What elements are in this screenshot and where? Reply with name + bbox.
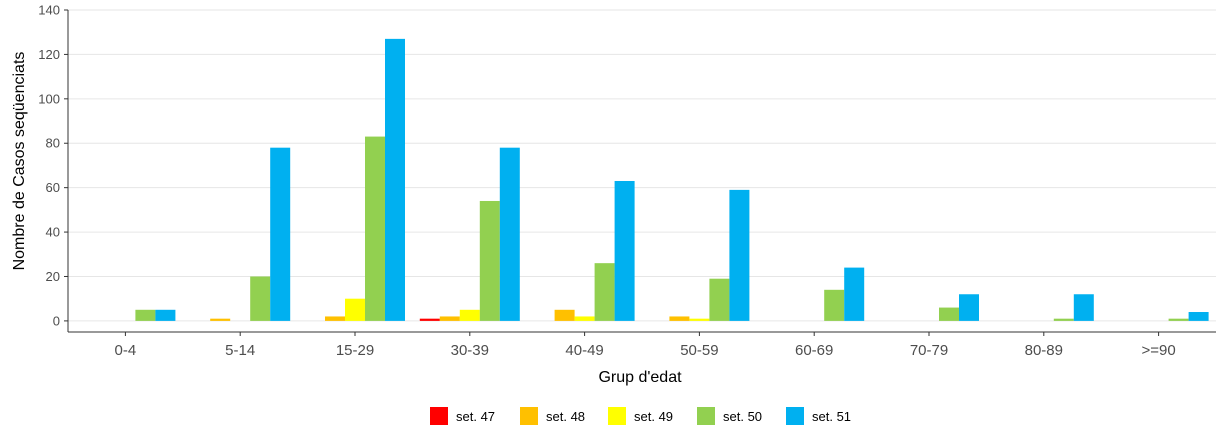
bar-set-51-70-79 <box>959 294 979 321</box>
bar-set-50-15-29 <box>365 136 385 321</box>
x-tick-label: 5-14 <box>225 342 255 359</box>
y-tick-label: 140 <box>38 3 60 18</box>
y-tick-label: 0 <box>53 313 60 328</box>
y-tick-label: 60 <box>46 180 60 195</box>
x-tick-label: 50-59 <box>680 342 718 359</box>
x-tick-label: 30-39 <box>451 342 489 359</box>
legend-swatch <box>697 407 715 425</box>
bar-set-48-5-14 <box>210 318 231 321</box>
bar-set-50-40-49 <box>594 263 615 321</box>
legend-swatch <box>786 407 804 425</box>
x-tick-labels: 0-4 5-14 15-29 30-39 40-49 50-59 60-69 70-79 80-… <box>115 332 1176 359</box>
legend-label: set. 48 <box>546 409 585 424</box>
bar-set-50-60-69 <box>824 289 845 321</box>
bar-set-51-40-49 <box>614 180 635 321</box>
bar-set-51-15-29 <box>385 38 405 321</box>
axes <box>67 10 1216 333</box>
bar-set-50-0-4 <box>135 309 156 321</box>
bars <box>135 38 1209 321</box>
legend-swatch <box>520 407 538 425</box>
bar-set-49-50-59 <box>689 318 710 321</box>
bar-set-51-80-89 <box>1073 294 1094 321</box>
bar-set-49-40-49 <box>574 316 595 321</box>
x-tick-label: 40-49 <box>565 342 603 359</box>
x-tick-label: >=90 <box>1141 342 1175 359</box>
x-tick-label: 70-79 <box>910 342 948 359</box>
legend-label: set. 50 <box>723 409 762 424</box>
bar-set-47-30-39 <box>419 318 440 321</box>
y-axis-title: Nombre de Casos seqüenciats <box>11 52 28 271</box>
legend-label: set. 51 <box>812 409 851 424</box>
x-tick-label: 60-69 <box>795 342 833 359</box>
y-tick-labels: 0 20 40 60 80 100 120 140 <box>38 3 68 328</box>
legend-label: set. 47 <box>456 409 495 424</box>
bar-set-50-50-59 <box>709 278 730 321</box>
bar-set-48-50-59 <box>669 316 690 321</box>
bar-set-50-70-79 <box>939 307 959 321</box>
bar-set-51--90 <box>1188 312 1209 321</box>
bar-set-49-15-29 <box>345 298 365 321</box>
bar-set-50--90 <box>1168 318 1189 321</box>
bar-set-49-30-39 <box>459 309 480 321</box>
bar-set-51-30-39 <box>499 147 520 321</box>
bar-set-51-0-4 <box>155 309 176 321</box>
y-tick-label: 120 <box>38 47 60 62</box>
grid-lines <box>68 9 1216 322</box>
x-axis-title: Grup d'edat <box>598 369 682 386</box>
y-tick-label: 40 <box>46 225 60 240</box>
bar-set-50-5-14 <box>250 276 271 321</box>
y-tick-label: 100 <box>38 91 60 106</box>
x-tick-label: 0-4 <box>115 342 137 359</box>
bar-set-50-80-89 <box>1053 318 1074 321</box>
bar-set-51-50-59 <box>729 189 750 321</box>
bar-set-51-60-69 <box>844 267 865 321</box>
x-tick-label: 15-29 <box>336 342 374 359</box>
legend-label: set. 49 <box>634 409 673 424</box>
legend-swatch <box>430 407 448 425</box>
y-tick-label: 20 <box>46 269 60 284</box>
legend: set. 47 set. 48 set. 49 set. 50 set. 51 <box>430 407 851 425</box>
x-tick-label: 80-89 <box>1025 342 1063 359</box>
y-tick-label: 80 <box>46 136 60 151</box>
legend-swatch <box>608 407 626 425</box>
bar-set-48-30-39 <box>439 316 460 321</box>
bar-set-48-40-49 <box>554 309 575 321</box>
bar-set-50-30-39 <box>479 200 500 321</box>
bar-set-48-15-29 <box>325 316 345 321</box>
bar-set-51-5-14 <box>270 147 291 321</box>
